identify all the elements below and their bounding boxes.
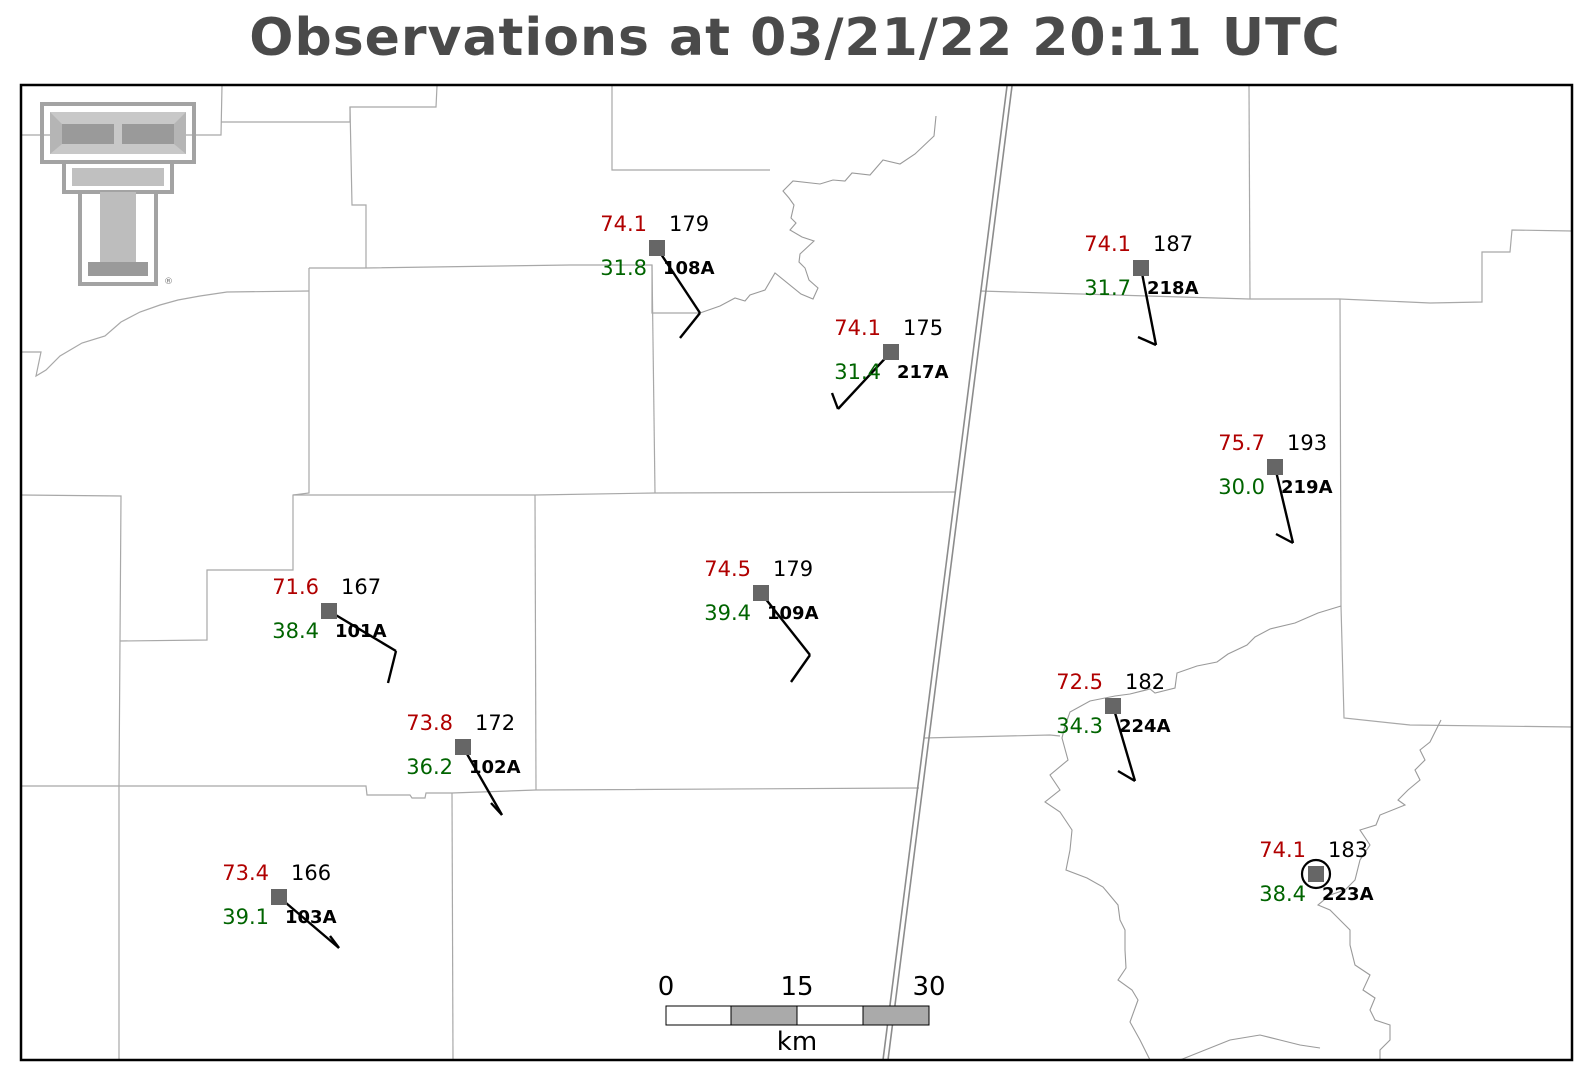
wind-barb-staff <box>278 896 340 949</box>
station-id-label: 102A <box>469 757 521 778</box>
station-marker <box>649 240 665 256</box>
station-224a: 72.5 182 34.3 224A <box>1056 670 1171 783</box>
dewpoint-label: 36.2 <box>406 755 453 779</box>
station-id-label: 219A <box>1281 477 1333 498</box>
station-108a: 74.1 179 31.8 108A <box>600 212 715 339</box>
station-marker <box>1267 459 1283 475</box>
dewpoint-label: 34.3 <box>1056 714 1103 738</box>
station-marker <box>1133 260 1149 276</box>
wind-barb-flag <box>830 392 840 410</box>
temperature-label: 73.8 <box>406 711 453 735</box>
pressure-label: 183 <box>1328 838 1368 862</box>
temperature-label: 71.6 <box>272 575 319 599</box>
wind-barb-staff <box>1111 705 1137 782</box>
pressure-label: 187 <box>1153 232 1193 256</box>
station-102a: 73.8 172 36.2 102A <box>406 711 521 816</box>
wind-barb-staff <box>760 592 811 656</box>
station-id-label: 108A <box>663 258 715 279</box>
scale-label-30: 30 <box>912 972 945 1002</box>
station-219a: 75.7 193 30.0 219A <box>1218 431 1333 545</box>
station-id-label: 101A <box>335 621 387 642</box>
temperature-label: 75.7 <box>1218 431 1265 455</box>
dewpoint-label: 31.4 <box>834 360 881 384</box>
station-marker <box>753 585 769 601</box>
scale-label-15: 15 <box>780 972 813 1002</box>
dewpoint-label: 31.8 <box>600 256 647 280</box>
station-id-label: 103A <box>285 907 337 928</box>
wind-barb-staff <box>328 609 397 653</box>
station-101a: 71.6 167 38.4 101A <box>272 575 398 684</box>
county-boundaries <box>21 85 1572 1060</box>
station-marker <box>321 603 337 619</box>
station-marker <box>271 889 287 905</box>
station-217a: 74.1 175 31.4 217A <box>830 316 949 410</box>
wind-barb-staff <box>1273 466 1295 544</box>
station-id-label: 217A <box>897 362 949 383</box>
wind-barb-staff <box>1139 267 1158 346</box>
station-marker <box>455 739 471 755</box>
wind-barb-staff <box>837 351 892 410</box>
station-marker <box>883 344 899 360</box>
temperature-label: 73.4 <box>222 861 269 885</box>
calm-wind-circle <box>1300 858 1332 890</box>
wind-barb-flag <box>329 935 340 949</box>
temperature-label: 74.1 <box>600 212 647 236</box>
temperature-label: 74.1 <box>1259 838 1306 862</box>
dewpoint-label: 38.4 <box>1259 882 1306 906</box>
pressure-label: 175 <box>903 316 943 340</box>
wind-barb-staff <box>655 247 702 314</box>
map-frame <box>19 83 1574 1062</box>
pressure-label: 179 <box>773 557 813 581</box>
station-id-label: 224A <box>1119 716 1171 737</box>
wind-barb-flag <box>1137 335 1157 347</box>
map-geography <box>21 85 1572 1060</box>
station-id-label: 109A <box>767 603 819 624</box>
station-marker <box>1308 866 1324 882</box>
dewpoint-label: 31.7 <box>1084 276 1131 300</box>
pressure-label: 167 <box>341 575 381 599</box>
scale-label-0: 0 <box>658 972 675 1002</box>
river-lines <box>699 115 1442 1060</box>
temperature-label: 74.1 <box>1084 232 1131 256</box>
pressure-label: 193 <box>1287 431 1327 455</box>
logo-registered-mark: ® <box>164 277 173 287</box>
wind-barb-flag <box>386 650 398 684</box>
temperature-label: 74.1 <box>834 316 881 340</box>
dewpoint-label: 38.4 <box>272 619 319 643</box>
station-103a: 73.4 166 39.1 103A <box>222 861 340 949</box>
state-boundary <box>882 85 1013 1060</box>
map-title: Observations at 03/21/22 20:11 UTC <box>249 8 1341 68</box>
wind-barb-staff <box>461 746 504 816</box>
pressure-label: 179 <box>669 212 709 236</box>
station-marker <box>1105 698 1121 714</box>
dewpoint-label: 30.0 <box>1218 475 1265 499</box>
station-plots: 74.1 179 31.8 108A 74.1 175 31.4 217A 74.1 187 31.… <box>222 212 1374 949</box>
texas-tech-double-t-logo: ® <box>40 102 196 287</box>
scale-unit: km <box>777 1027 817 1057</box>
pressure-label: 172 <box>475 711 515 735</box>
wind-barb-flag <box>790 654 811 683</box>
wind-barb-flag <box>679 312 701 339</box>
station-218a: 74.1 187 31.7 218A <box>1084 232 1199 347</box>
dewpoint-label: 39.1 <box>222 905 269 929</box>
station-id-label: 223A <box>1322 884 1374 905</box>
dewpoint-label: 39.4 <box>704 601 751 625</box>
wind-barb-flag <box>490 802 503 816</box>
station-109a: 74.5 179 39.4 109A <box>704 557 819 683</box>
station-223a: 74.1 183 38.4 223A <box>1259 838 1373 906</box>
wind-barb-flag <box>1275 532 1294 545</box>
station-id-label: 218A <box>1147 278 1199 299</box>
pressure-label: 166 <box>291 861 331 885</box>
temperature-label: 72.5 <box>1056 670 1103 694</box>
wind-barb-flag <box>1117 769 1136 783</box>
temperature-label: 74.5 <box>704 557 751 581</box>
scale-bar: 0 15 30 km <box>658 972 946 1057</box>
pressure-label: 182 <box>1125 670 1165 694</box>
